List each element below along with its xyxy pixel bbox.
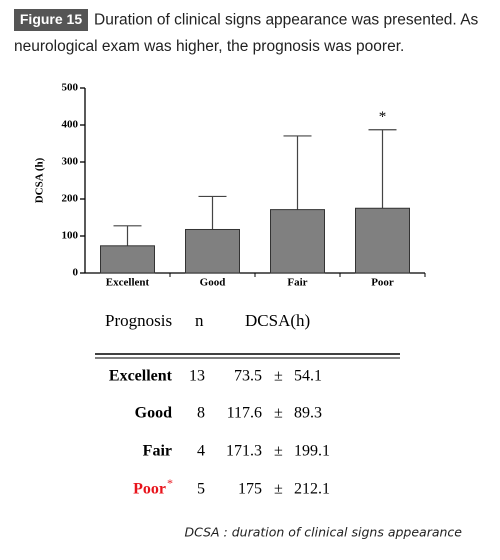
row-label: Excellent [109, 368, 173, 385]
plus-minus: ± [274, 443, 283, 460]
caption-text: Duration of clinical signs appearance wa… [94, 12, 479, 29]
caption-label: Figure 15 [20, 11, 82, 27]
n-cell: 8 [197, 405, 205, 422]
n-cell: 13 [189, 368, 205, 385]
y-tick-label: 400 [62, 119, 79, 131]
row-label: Poor [133, 481, 166, 498]
table-header: DCSA(h) [245, 311, 310, 330]
x-tick-label: Fair [287, 277, 307, 289]
mean-cell: 117.6 [227, 405, 262, 422]
bar [100, 245, 155, 274]
y-tick-label: 200 [62, 193, 79, 205]
annotation: * [379, 109, 387, 125]
row-label: Good [135, 405, 172, 422]
footnote: DCSA : duration of clinical signs appear… [184, 525, 462, 540]
n-cell: 5 [197, 481, 205, 498]
n-cell: 4 [197, 443, 205, 460]
x-tick-label: Poor [371, 277, 394, 289]
chart: 0 100 200 300 400 500 DCSA (h) Excellent Good Fai… [34, 82, 426, 289]
plus-minus: ± [274, 368, 283, 385]
sd-cell: 89.3 [294, 405, 322, 422]
y-tick-label: 0 [73, 267, 79, 279]
table: Prognosis n DCSA(h) Excellent 13 73.5 ±54.1 Goo… [95, 311, 400, 498]
mean-cell: 73.5 [234, 368, 262, 385]
y-tick-label: 100 [62, 230, 79, 242]
y-axis-label: DCSA (h) [34, 157, 46, 203]
plus-minus: ± [274, 405, 283, 422]
sd-cell: 54.1 [294, 368, 322, 385]
caption-label-box [14, 9, 88, 31]
table-header: n [195, 311, 204, 330]
bar [185, 228, 240, 274]
table-header: Prognosis [105, 311, 172, 330]
caption-text: neurological exam was higher, the progno… [14, 38, 404, 55]
x-tick-label: Good [200, 277, 226, 289]
row-marker: * [167, 476, 173, 490]
mean-cell: 175 [238, 481, 262, 498]
plus-minus: ± [274, 481, 283, 498]
sd-cell: 212.1 [294, 481, 330, 498]
y-tick-label: 300 [62, 156, 79, 168]
x-tick-label: Excellent [106, 277, 150, 289]
row-label: Fair [143, 443, 172, 460]
mean-cell: 171.3 [226, 443, 262, 460]
bar [270, 209, 325, 274]
sd-cell: 199.1 [294, 443, 330, 460]
y-tick-label: 500 [62, 82, 79, 94]
bar [355, 207, 410, 274]
